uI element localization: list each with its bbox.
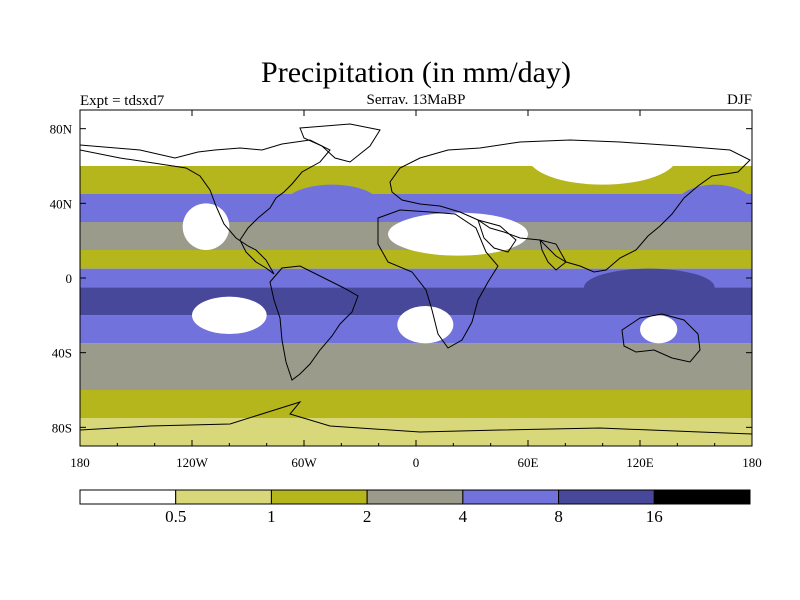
precip-band-5 — [80, 268, 752, 288]
longitude-axis: 180 120W 60W 0 60E 120E 180 — [70, 110, 762, 470]
coast-north-america — [80, 139, 331, 275]
latitude-axis: 80N 40N 0 40S 80S — [50, 122, 752, 435]
coast-south-america — [269, 265, 359, 381]
lon-tick-label-1: 120W — [176, 455, 209, 470]
season-label: DJF — [727, 92, 752, 108]
experiment-label: Expt = tdsxd7 — [80, 93, 165, 109]
precip-band-4 — [80, 250, 752, 269]
colorbar-label-5: 16 — [646, 507, 663, 526]
colorbar-swatch-2 — [270, 489, 368, 505]
lat-tick-label-4: 80S — [52, 420, 72, 435]
colorbar-swatch-6 — [653, 489, 751, 505]
lat-tick-label-2: 0 — [66, 271, 73, 286]
precip-region-2 — [192, 296, 267, 335]
plot-title: Precipitation (in mm/day) — [261, 56, 571, 89]
colorbar-swatch-3 — [366, 489, 464, 505]
lon-tick-label-0: 180 — [70, 455, 90, 470]
period-label: Serrav. 13MaBP — [366, 92, 465, 108]
colorbar-label-4: 8 — [554, 507, 563, 526]
coast-africa — [377, 209, 499, 349]
coast-eurasia — [389, 139, 751, 273]
precip-region-1 — [182, 203, 230, 251]
lon-tick-label-6: 180 — [742, 455, 762, 470]
coast-greenland — [299, 123, 381, 163]
lat-tick-label-3: 40S — [52, 346, 72, 361]
lat-tick-label-0: 80N — [50, 122, 73, 137]
coast-india — [539, 239, 567, 271]
precip-region-3 — [397, 306, 454, 344]
precip-region-6 — [677, 184, 752, 222]
coast-antarctica — [80, 401, 752, 435]
coast-australia — [621, 313, 701, 363]
precip-region-8 — [528, 128, 678, 185]
precip-region-7 — [285, 184, 379, 222]
precip-region-5 — [584, 268, 715, 307]
colorbar-swatch-5 — [558, 489, 655, 505]
colorbar-swatch-0 — [79, 489, 177, 505]
colorbar-swatch-4 — [462, 489, 560, 505]
precip-region-4 — [640, 315, 678, 344]
colorbar-swatch-1 — [175, 489, 272, 505]
coast-arabia — [477, 219, 517, 253]
colorbar-label-2: 2 — [363, 507, 372, 526]
colorbar: 0.5 1 2 4 8 16 — [79, 489, 751, 526]
lat-tick-label-1: 40N — [50, 196, 73, 211]
precip-region-0 — [388, 212, 528, 256]
lon-tick-label-2: 60W — [291, 455, 317, 470]
lon-tick-label-3: 0 — [413, 455, 420, 470]
precip-band-9 — [80, 390, 752, 418]
colorbar-label-1: 1 — [267, 507, 276, 526]
colorbar-label-3: 4 — [459, 507, 468, 526]
lon-tick-label-5: 120E — [626, 455, 654, 470]
lon-tick-label-4: 60E — [518, 455, 539, 470]
coastlines — [80, 123, 752, 435]
colorbar-label-0: 0.5 — [165, 507, 186, 526]
